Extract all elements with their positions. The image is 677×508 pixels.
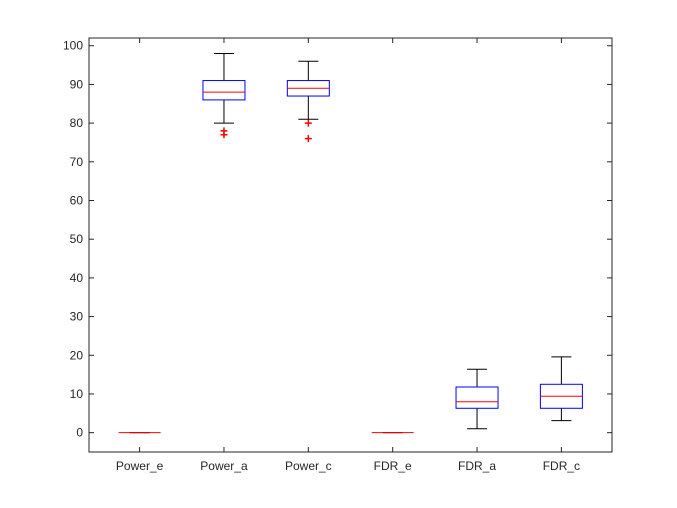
plot-area — [88, 37, 613, 453]
x-tick-label: FDR_a — [458, 459, 496, 473]
y-tick-label: 10 — [70, 387, 84, 401]
x-tick-label: Power_a — [200, 459, 248, 473]
box-series — [118, 52, 583, 434]
y-tick-label: 100 — [63, 39, 83, 53]
y-tick-label: 20 — [70, 348, 84, 362]
box-iqr — [202, 80, 246, 101]
x-tick-label: Power_e — [116, 459, 164, 473]
outlier-marker — [220, 127, 228, 135]
box-power-c — [286, 60, 330, 143]
y-axis: 0 10 20 30 40 50 60 70 80 90 100 — [63, 39, 612, 440]
x-tick-label: FDR_c — [543, 459, 580, 473]
box-fdr-c — [539, 356, 583, 422]
y-tick-label: 90 — [70, 77, 84, 91]
x-axis: Power_e Power_a Power_c FDR_e FDR_a FDR_c — [116, 38, 580, 473]
y-tick-label: 60 — [70, 194, 84, 208]
y-tick-label: 40 — [70, 271, 84, 285]
outlier-marker — [304, 119, 312, 127]
y-tick-label: 70 — [70, 155, 84, 169]
y-tick-label: 30 — [70, 310, 84, 324]
box-iqr — [455, 386, 499, 409]
y-tick-label: 0 — [76, 426, 83, 440]
y-tick-label: 50 — [70, 232, 84, 246]
box-fdr-a — [455, 368, 499, 430]
y-tick-label: 80 — [70, 116, 84, 130]
x-tick-label: FDR_e — [374, 459, 412, 473]
box-power-a — [202, 52, 246, 139]
outlier-marker — [304, 135, 312, 143]
x-tick-label: Power_c — [285, 459, 332, 473]
